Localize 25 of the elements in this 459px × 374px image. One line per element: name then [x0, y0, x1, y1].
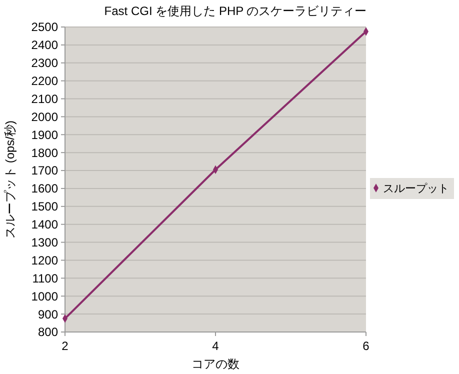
x-tick-label: 2: [62, 339, 69, 353]
y-tick-label: 900: [38, 307, 58, 322]
y-tick-label: 1800: [31, 146, 58, 160]
y-tick-label: 1100: [32, 271, 58, 286]
y-tick-label: 2400: [31, 38, 58, 52]
y-tick-label: 2500: [31, 20, 58, 34]
y-tick-label: 1300: [31, 235, 58, 250]
y-tick-label: 1200: [31, 253, 58, 268]
y-tick-label: 1600: [31, 182, 58, 196]
y-tick-label: 1500: [31, 200, 58, 214]
y-tick-label: 2000: [31, 110, 58, 124]
y-tick-label: 2100: [31, 92, 58, 106]
y-tick-label: 2200: [31, 74, 58, 88]
y-tick-label: 1000: [31, 289, 58, 304]
y-axis-title: スループット (ops/秒): [3, 120, 17, 239]
y-tick-label: 1700: [31, 164, 58, 178]
y-tick-label: 1900: [31, 128, 58, 142]
x-axis-title: コアの数: [192, 357, 240, 371]
x-tick-label: 6: [362, 339, 370, 353]
x-tick-label: 4: [212, 339, 220, 353]
legend-label: スループット: [383, 182, 449, 195]
y-tick-label: 800: [38, 325, 58, 340]
y-tick-label: 2300: [31, 56, 58, 70]
chart-title: Fast CGI を使用した PHP のスケーラビリティー: [104, 4, 367, 18]
y-tick-label: 1400: [31, 218, 58, 232]
